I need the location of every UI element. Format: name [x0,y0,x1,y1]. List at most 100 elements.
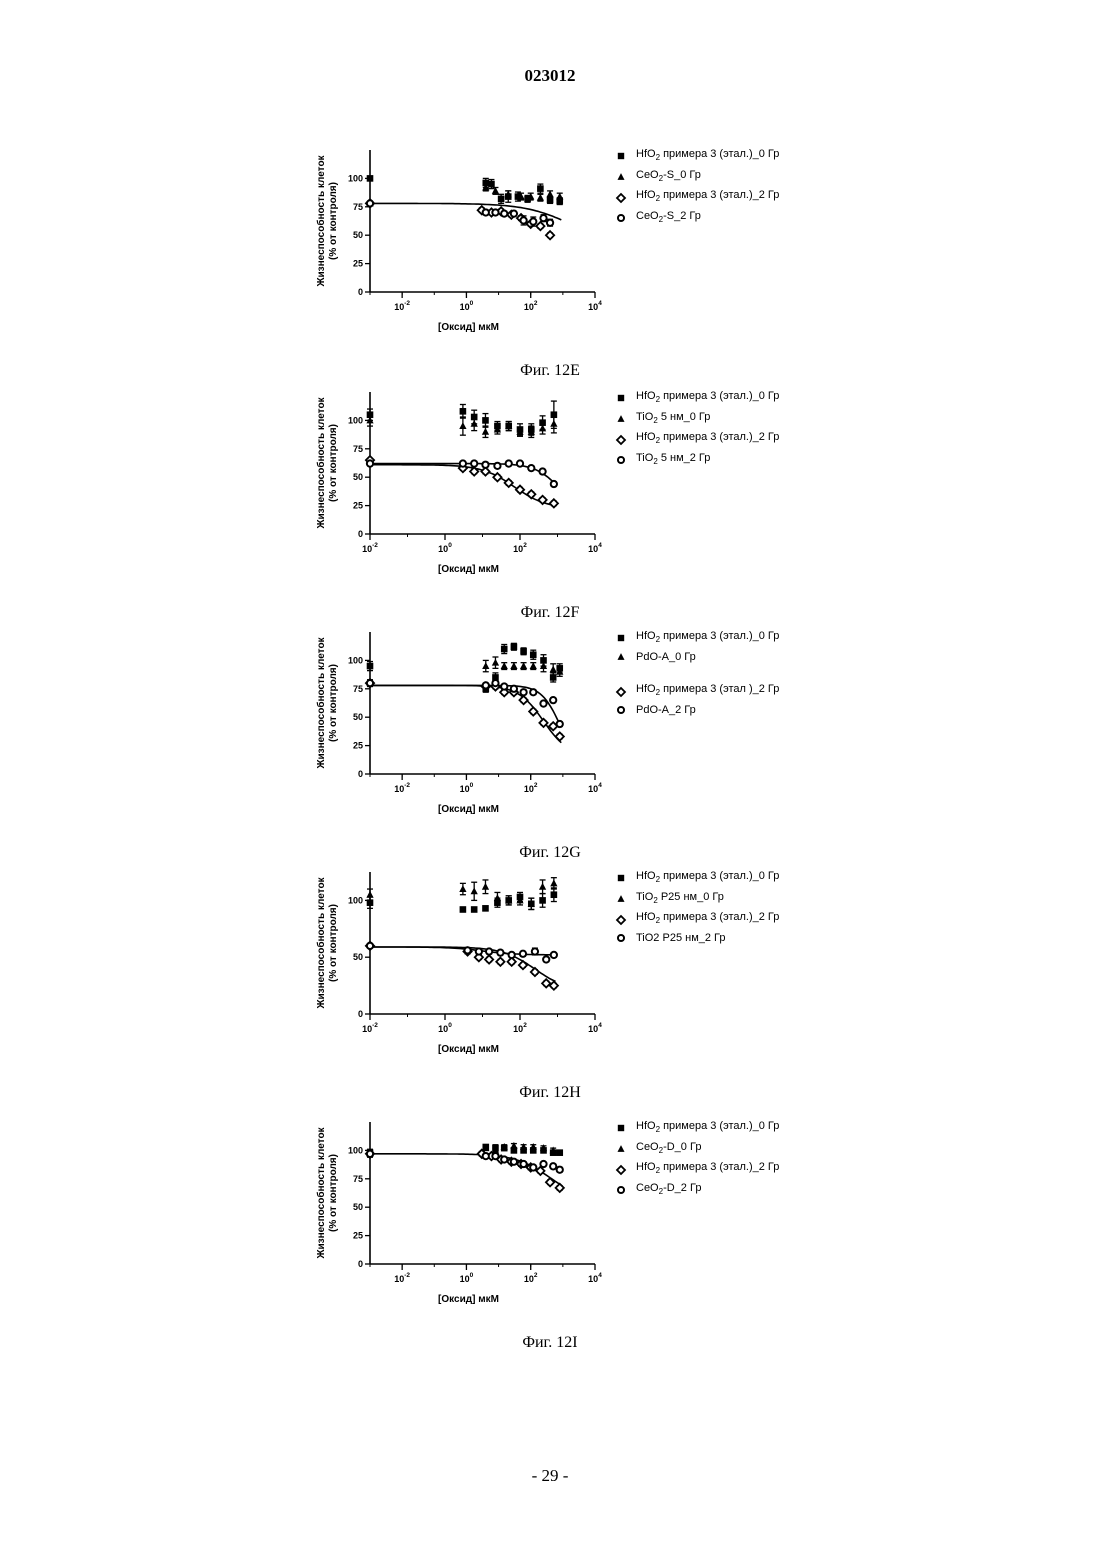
data-point-square [460,906,467,913]
y-tick-label: 75 [353,1174,363,1184]
legend-item: TiO2 P25 нм_2 Гр [615,930,779,947]
data-point-circle [530,689,536,695]
data-point-circle [532,948,538,954]
legend-marker [617,415,624,422]
x-tick-label: 102 [524,782,538,794]
figure-12g: 025507510010-2100102104[Оксид] мкМЖизнес… [300,622,820,857]
data-point-circle [543,956,549,962]
data-point-square [520,648,527,655]
x-tick-label: 100 [460,300,474,312]
legend-label: HfO2 примера 3 (этал.)_2 Гр [636,1159,779,1180]
data-point-circle [509,952,515,958]
data-point-circle [511,1159,517,1165]
data-point-square [498,196,505,203]
y-tick-label: 100 [348,1145,363,1155]
data-point-circle [517,460,523,466]
circle-marker-icon [615,1184,627,1196]
legend-marker [618,215,624,221]
x-tick-label: 104 [588,542,602,554]
data-point-square [556,1149,563,1156]
data-point-circle [482,462,488,468]
data-point-circle [530,1164,536,1170]
square-marker-icon [615,872,627,884]
y-tick-label: 50 [353,1202,363,1212]
legend-label: HfO2 примера 3 (этал.)_2 Гр [636,429,779,450]
circle-marker-icon [615,212,627,224]
data-point-triangle [550,666,557,673]
document-number: 023012 [0,66,1100,86]
data-point-square [482,905,489,912]
data-point-circle [520,689,526,695]
diamond-marker-icon [615,1164,627,1176]
legend-label: HfO2 примера 3 (этал )_2 Гр [636,681,779,702]
figure-caption: Фиг. 12I [300,1334,800,1352]
data-point-circle [520,217,526,223]
x-tick-label: 100 [438,542,452,554]
legend-item: HfO2 примера 3 (этал )_2 Гр [615,681,779,702]
data-point-circle [492,209,498,215]
data-point-triangle [550,879,557,886]
legend-item: CeO2-S_0 Гр [615,167,779,188]
legend-item: TiO2 5 нм_2 Гр [615,450,779,471]
y-axis-subtitle: (% от контроля) [328,424,339,502]
circle-marker-icon [615,704,627,716]
data-point-triangle [459,885,466,892]
legend-label: CeO2-D_0 Гр [636,1139,701,1160]
figure-caption: Фиг. 12G [300,844,800,862]
x-tick-label: 10-2 [394,300,410,312]
diamond-marker-icon [615,192,627,204]
triangle-marker-icon [615,171,627,183]
data-point-triangle [492,659,499,666]
x-tick-label: 10-2 [362,1022,378,1034]
chart-svg: 025507510010-2100102104[Оксид] мкМЖизнес… [300,1112,610,1322]
legend-label: TiO2 5 нм_0 Гр [636,409,710,430]
y-tick-label: 25 [353,1231,363,1241]
data-point-square [539,897,546,904]
legend-label: HfO2 примера 3 (этал.)_0 Гр [636,628,779,649]
legend: HfO2 примера 3 (этал.)_0 ГрCeO2-D_0 ГрHf… [615,1118,779,1201]
figure-caption: Фиг. 12H [300,1084,800,1102]
legend-item: TiO2 5 нм_0 Гр [615,409,779,430]
legend-marker [618,935,624,941]
x-axis-title: [Оксид] мкМ [438,322,499,333]
legend-marker [617,436,625,444]
y-axis-title: Жизнеспособность клеток [315,396,327,529]
legend-marker [618,635,624,641]
circle-marker-icon [615,454,627,466]
y-axis-title: Жизнеспособность клеток [315,1126,327,1259]
legend: HfO2 примера 3 (этал.)_0 ГрCeO2-S_0 ГрHf… [615,146,779,229]
y-tick-label: 0 [358,287,363,297]
data-point-square [511,643,518,650]
data-point-triangle [539,883,546,890]
x-axis-title: [Оксид] мкМ [438,1044,499,1055]
square-marker-icon [615,632,627,644]
data-point-circle [501,1156,507,1162]
data-point-triangle [482,883,489,890]
triangle-marker-icon [615,651,627,663]
page-number: - 29 - [0,1466,1100,1486]
data-point-circle [367,200,373,206]
diamond-marker-icon [615,686,627,698]
legend-item: HfO2 примера 3 (этал.)_2 Гр [615,187,779,208]
data-point-circle [497,950,503,956]
data-point-triangle [471,887,478,894]
x-tick-label: 10-2 [362,542,378,554]
data-point-triangle [550,420,557,427]
legend-label: PdO-A_2 Гр [636,702,696,719]
data-point-circle [367,1151,373,1157]
y-tick-label: 75 [353,684,363,694]
legend-marker [618,395,624,401]
chart-svg: 025507510010-2100102104[Оксид] мкМЖизнес… [300,382,610,592]
x-tick-label: 104 [588,1022,602,1034]
triangle-marker-icon [615,1143,627,1155]
figure-caption: Фиг. 12E [300,362,800,380]
x-tick-label: 100 [438,1022,452,1034]
legend-item: PdO-A_0 Гр [615,649,779,666]
legend-marker [618,457,624,463]
y-tick-label: 100 [348,895,363,905]
legend-item: HfO2 примера 3 (этал.)_0 Гр [615,388,779,409]
legend-label: HfO2 примера 3 (этал.)_0 Гр [636,146,779,167]
legend-item: HfO2 примера 3 (этал.)_2 Гр [615,1159,779,1180]
figure-12h: 05010010-2100102104[Оксид] мкМЖизнеспосо… [300,862,820,1097]
data-point-circle [464,947,470,953]
